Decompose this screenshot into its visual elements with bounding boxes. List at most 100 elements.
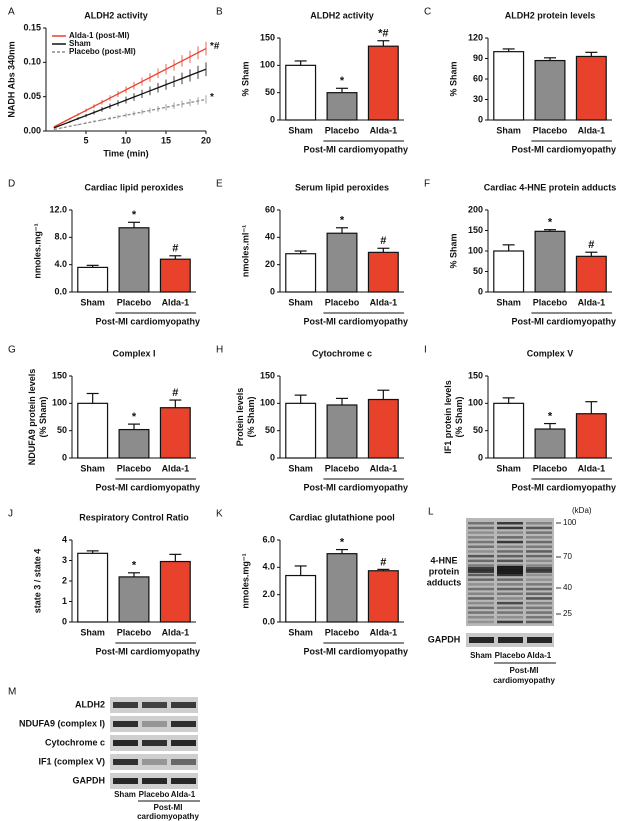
blot-band — [468, 592, 494, 595]
blot-band — [468, 531, 494, 534]
blot-band — [497, 564, 523, 567]
bar — [77, 552, 109, 623]
blot-band — [171, 702, 196, 708]
blot-band — [526, 564, 552, 567]
marker-label: 70 — [563, 552, 572, 561]
blot-band — [468, 526, 494, 530]
group-label: Post-MI cardiomyopathy — [95, 316, 200, 326]
blot-band — [526, 522, 552, 525]
x-tick-label: Placebo — [325, 297, 360, 307]
significance-mark: * — [132, 411, 137, 423]
x-tick-label: Alda-1 — [578, 125, 606, 135]
y-tick-label: 4 — [62, 534, 67, 544]
significance-mark: # — [172, 243, 178, 255]
group-label: Post-MI cardiomyopathy — [303, 144, 408, 154]
blot-band — [468, 564, 494, 567]
significance-mark: * — [340, 75, 345, 87]
bar — [575, 55, 607, 121]
x-tick-label: Sham — [80, 463, 105, 473]
marker-label: 25 — [563, 609, 572, 618]
panel-letter: F — [424, 179, 430, 190]
blot-band — [497, 583, 523, 586]
significance-mark: * — [210, 92, 214, 103]
chart-title: Complex V — [527, 348, 574, 358]
marker-label: 40 — [563, 583, 572, 592]
lane-label: Alda-1 — [171, 790, 196, 799]
panel-letter: I — [424, 345, 427, 356]
y-tick-label: 4.0 — [54, 259, 67, 269]
bar — [534, 230, 566, 293]
blot-band — [526, 583, 552, 586]
blot-band — [113, 778, 138, 784]
bar — [493, 250, 525, 293]
group-label: cardiomyopathy — [137, 812, 199, 821]
blot-band — [526, 597, 552, 600]
x-tick-label: Placebo — [533, 463, 568, 473]
blot-band — [113, 759, 138, 765]
blot-membrane — [110, 754, 198, 770]
blot-band — [468, 522, 494, 525]
blot-band — [142, 759, 167, 765]
row-label: 4-HNE — [430, 555, 457, 565]
blot-band — [497, 522, 523, 525]
bar — [285, 402, 317, 459]
significance-mark: # — [588, 239, 594, 251]
y-tick-label: 150 — [468, 370, 483, 380]
x-tick-label: Sham — [288, 627, 313, 637]
y-tick-label: 0 — [270, 286, 275, 296]
lane-label: Placebo — [495, 651, 526, 660]
blot-band — [142, 740, 167, 746]
y-axis-label: % Sham — [448, 61, 458, 96]
legend-label: Sham — [69, 39, 91, 48]
y-tick-label: 100 — [468, 398, 483, 408]
x-tick-label: Placebo — [533, 297, 568, 307]
x-tick-label: 20 — [201, 135, 211, 145]
lane-label: Sham — [114, 790, 136, 799]
blot-band — [526, 611, 552, 614]
y-tick-label: 30 — [473, 94, 483, 104]
blot-band — [468, 616, 494, 619]
blot-band — [171, 778, 196, 784]
unit-label: (kDa) — [572, 506, 592, 515]
blot-band — [468, 606, 494, 610]
blot-band — [497, 554, 523, 558]
chart-title: Cardiac 4-HNE protein adducts — [484, 182, 617, 192]
blot-band — [468, 540, 494, 544]
y-axis-label: (% Sham) — [246, 396, 256, 437]
y-tick-label: 200 — [468, 204, 483, 214]
row-label: NDUFA9 (complex I) — [19, 718, 105, 728]
y-tick-label: 0.05 — [23, 91, 41, 101]
blot-band — [497, 620, 523, 624]
significance-mark: # — [380, 235, 386, 247]
y-axis-label: Protein levels — [235, 388, 245, 447]
chart-title: ALDH2 protein levels — [505, 10, 596, 20]
chart-title: Cardiac glutathione pool — [289, 512, 395, 522]
blot-band — [497, 566, 523, 574]
x-tick-label: Sham — [496, 463, 521, 473]
y-axis-label: IF1 protein levels — [443, 380, 453, 454]
y-tick-label: 3 — [62, 555, 67, 565]
y-tick-label: 20 — [265, 259, 275, 269]
panel-letter: C — [424, 7, 431, 18]
lane-label: Sham — [470, 651, 492, 660]
x-tick-label: Sham — [288, 463, 313, 473]
blot-band — [113, 721, 138, 727]
x-tick-label: Sham — [496, 125, 521, 135]
x-tick-label: Alda-1 — [162, 463, 190, 473]
x-tick-label: Sham — [80, 627, 105, 637]
chart-title: Cardiac lipid peroxides — [84, 182, 183, 192]
bar — [326, 92, 358, 121]
y-tick-label: 0 — [270, 114, 275, 124]
significance-mark: *# — [378, 28, 388, 40]
significance-mark: # — [380, 556, 386, 568]
blot-band — [526, 606, 552, 610]
bar — [326, 553, 358, 623]
group-label: Post-MI cardiomyopathy — [303, 316, 408, 326]
x-tick-label: Alda-1 — [370, 463, 398, 473]
group-label: Post-MI cardiomyopathy — [511, 316, 616, 326]
bar — [575, 255, 607, 293]
blot-band — [497, 592, 523, 595]
blot-band — [497, 545, 523, 548]
bar — [493, 402, 525, 459]
significance-mark: * — [340, 215, 345, 227]
